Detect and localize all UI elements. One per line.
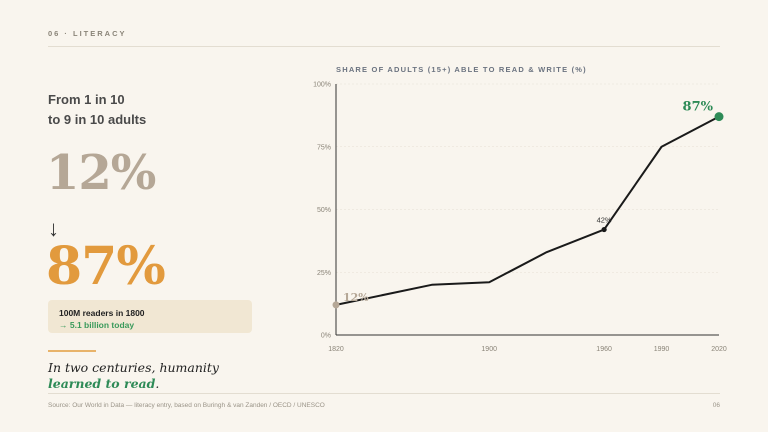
y-tick-label: 25% — [317, 270, 331, 277]
callout-line-2: → 5.1 billion today — [59, 320, 135, 330]
headline-line-2: to 9 in 10 adults — [48, 112, 147, 127]
x-tick-label: 1820 — [328, 346, 344, 353]
literacy-line-chart: 0% 25% 50% 75% 100% 1820 1900 1960 1990 2020 12% 42… — [313, 82, 727, 354]
source-note: Source: Our World in Data — literacy ent… — [48, 402, 325, 409]
to-value: 87% — [46, 236, 166, 297]
x-tick-label: 1960 — [596, 346, 612, 353]
tagline-emphasis: learned to read — [48, 376, 156, 391]
mid-label: 42% — [597, 216, 612, 225]
x-tick-label: 2020 — [711, 346, 727, 353]
series-line — [335, 115, 720, 306]
y-tick-label: 50% — [317, 207, 331, 214]
down-arrow-icon: ↓ — [48, 216, 59, 241]
from-value: 12% — [46, 145, 156, 201]
y-tick-label: 75% — [317, 144, 331, 151]
x-tick-label: 1900 — [481, 346, 497, 353]
chart-title: SHARE OF ADULTS (15+) ABLE TO READ & WRI… — [336, 65, 587, 74]
section-eyebrow: 06 · LITERACY — [48, 29, 127, 38]
tagline: In two centuries, humanity learned to re… — [48, 360, 248, 392]
end-label: 87% — [683, 100, 714, 115]
headline: From 1 in 10 to 9 in 10 adults — [48, 90, 248, 130]
start-point — [332, 301, 340, 309]
headline-line-1: From 1 in 10 — [48, 92, 125, 107]
tagline-post: . — [155, 376, 160, 391]
mid-point — [601, 226, 607, 233]
y-tick-label: 0% — [321, 333, 331, 340]
callout-line-1: 100M readers in 1800 — [59, 308, 145, 318]
y-tick-label: 100% — [313, 82, 331, 89]
start-label: 12% — [343, 291, 369, 304]
accent-divider — [48, 350, 96, 352]
bottom-divider — [48, 393, 720, 394]
x-tick-label: 1990 — [654, 346, 670, 353]
page-number: 06 — [712, 402, 720, 409]
top-divider — [48, 46, 720, 47]
end-point — [714, 112, 724, 122]
readers-callout: 100M readers in 1800 → 5.1 billion today — [48, 300, 252, 333]
tagline-pre: In two centuries, humanity — [48, 360, 219, 375]
